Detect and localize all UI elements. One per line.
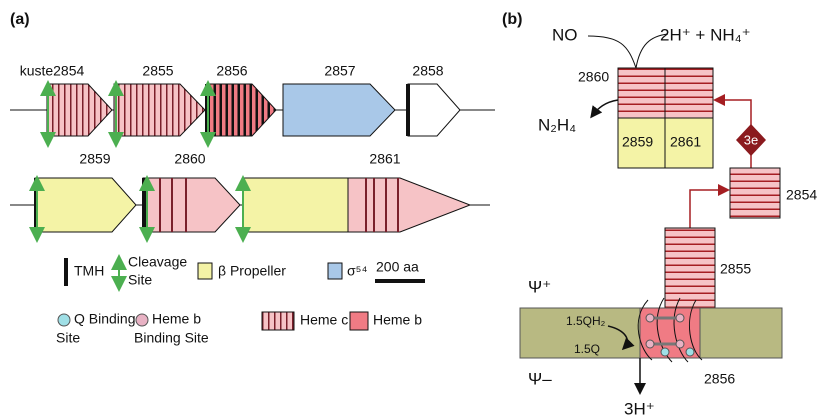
electron-arrow: [690, 190, 727, 228]
products: 2H⁺ + NH₄⁺: [660, 25, 751, 44]
gene: [35, 178, 136, 232]
potential: Ψ⁺: [528, 277, 551, 296]
legend-swatch: [262, 312, 294, 330]
gene: [283, 84, 395, 136]
gene: [114, 84, 205, 136]
legend-label: β Propeller: [218, 263, 286, 279]
protein-label: 2861: [670, 134, 701, 150]
legend-label: Heme c: [300, 312, 348, 328]
legend-label: Site: [128, 272, 152, 288]
legend-label: 200 aa: [376, 259, 419, 275]
legend-swatch: [328, 263, 342, 279]
legend-tmh: [64, 258, 68, 286]
gene-label: 2857: [324, 63, 355, 79]
gene: [408, 84, 460, 136]
gene: [47, 84, 112, 136]
gene-label: 2861: [369, 151, 400, 167]
protein-2855: [665, 228, 715, 308]
protein-label: 2856: [704, 371, 735, 387]
gene-label: 2859: [79, 151, 110, 167]
gene-label: kuste2854: [20, 63, 85, 79]
legend-label: Cleavage: [128, 254, 187, 270]
gene-label: 2855: [142, 63, 173, 79]
gene: [243, 178, 348, 232]
protons: 3H⁺: [624, 399, 655, 418]
legend-label: σ⁵⁴: [347, 263, 367, 279]
legend-q: [58, 314, 70, 326]
substrate: NO: [552, 25, 578, 44]
gene-label: 2860: [174, 151, 205, 167]
figure: (a) kuste2854 2855 2856 2857 2858 2859 2…: [0, 0, 821, 420]
protein-label: 2854: [786, 187, 817, 203]
reaction-line: [588, 34, 668, 68]
gene-label: 2858: [412, 63, 443, 79]
tmh: [406, 84, 410, 136]
legend-label: Site: [56, 330, 80, 346]
protein-label: 2860: [578, 69, 609, 85]
potential: Ψ–: [528, 369, 552, 388]
protein-2854: [730, 168, 780, 218]
tmh: [142, 178, 146, 232]
legend-label: Binding Site: [134, 330, 209, 346]
legend-label: Q Binding: [74, 311, 135, 327]
quinone: 1.5Q: [574, 342, 600, 356]
protein-label: 2859: [622, 134, 653, 150]
arrow: [592, 100, 618, 116]
gene: [143, 178, 240, 232]
quinol: 1.5QH₂: [566, 314, 606, 328]
panel-label: (b): [502, 11, 522, 28]
electron-label: 3e: [744, 132, 758, 147]
gene-label: 2856: [216, 63, 247, 79]
gene: [207, 84, 276, 136]
legend-swatch: [198, 263, 212, 279]
legend-label: Heme b: [152, 311, 201, 327]
legend-label: Heme b: [373, 312, 422, 328]
panel-label: (a): [10, 11, 30, 28]
scale-bar: [375, 279, 425, 283]
legend-label: TMH: [74, 263, 104, 279]
legend-heme-site: [136, 314, 148, 326]
product: N₂H₄: [538, 115, 576, 134]
protein-label: 2855: [720, 261, 751, 277]
legend-swatch: [350, 312, 368, 330]
